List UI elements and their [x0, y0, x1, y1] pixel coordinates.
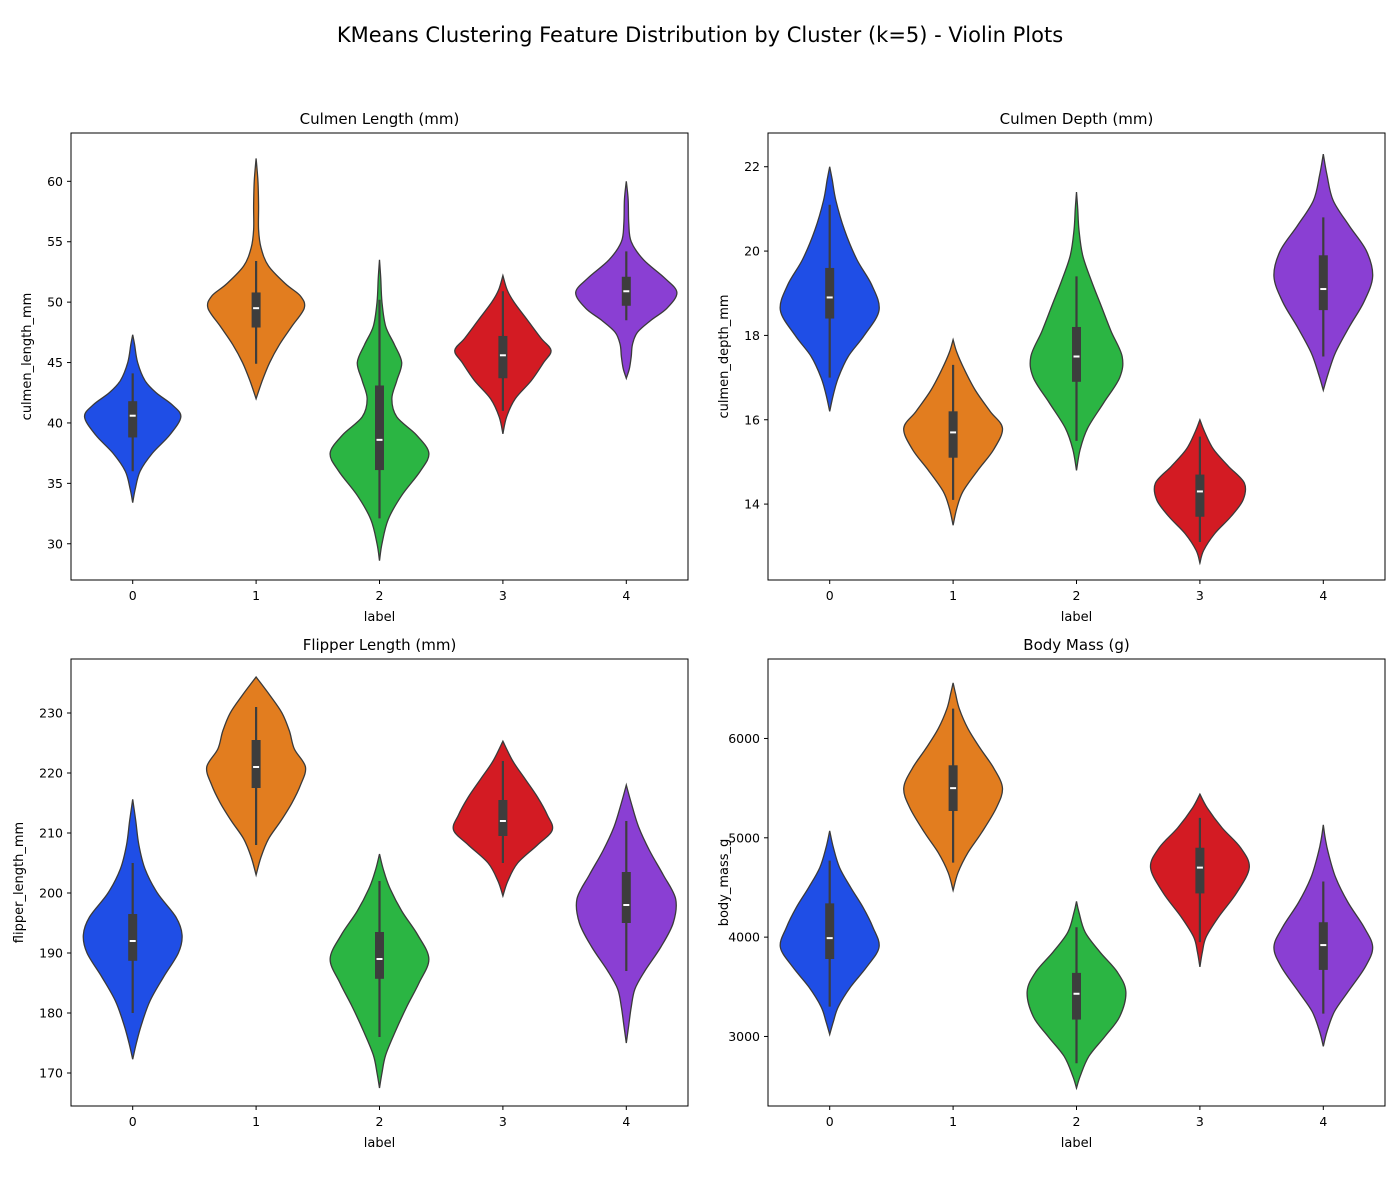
y-tick-label: 16	[744, 412, 760, 427]
subplot-title: Body Mass (g)	[1023, 636, 1129, 654]
x-tick-label: 4	[622, 1114, 630, 1129]
violin-cluster-3	[1153, 417, 1247, 566]
y-tick-label: 220	[39, 766, 63, 781]
y-tick-label: 190	[39, 946, 63, 961]
y-axis-label: culmen_depth_mm	[717, 294, 732, 418]
violin-cluster-2	[329, 259, 430, 561]
subplot-4: Body Mass (g) 0 1 2 3 4 3000 4000 5000 6000 label b…	[717, 636, 1386, 1151]
figure-suptitle: KMeans Clustering Feature Distribution b…	[337, 23, 1063, 47]
violin-cluster-3	[454, 273, 552, 434]
y-tick-label: 6000	[728, 731, 760, 746]
x-tick-label: 4	[1319, 1114, 1327, 1129]
violin-iqr-box	[375, 932, 384, 979]
violin-iqr-box	[498, 800, 508, 836]
x-tick-label: 3	[1196, 588, 1204, 603]
x-axis-label: label	[364, 1136, 395, 1151]
y-axis-label: flipper_length_mm	[12, 822, 27, 943]
x-axis-label: label	[1061, 610, 1092, 625]
x-tick-label: 0	[129, 1114, 137, 1129]
violin-cluster-1	[903, 337, 1004, 526]
violin-cluster-0	[82, 799, 183, 1060]
violin-iqr-box	[128, 914, 138, 961]
violin-cluster-0	[779, 830, 880, 1037]
violin-cluster-1	[903, 682, 1004, 893]
y-tick-label: 4000	[728, 930, 760, 945]
x-tick-label: 1	[949, 588, 957, 603]
y-tick-label: 50	[47, 295, 63, 310]
violin-iqr-box	[1195, 474, 1205, 517]
violin-cluster-0	[83, 334, 182, 503]
y-tick-label: 180	[39, 1006, 63, 1021]
x-tick-label: 3	[499, 588, 507, 603]
x-tick-label: 2	[1073, 1114, 1081, 1129]
y-axis-label: body_mass_g	[717, 839, 732, 927]
violin-cluster-1	[205, 675, 307, 878]
y-tick-label: 35	[47, 476, 63, 491]
violin-cluster-4	[1273, 153, 1374, 393]
y-tick-label: 18	[744, 328, 760, 343]
violin-iqr-box	[251, 740, 261, 788]
violin-cluster-0	[779, 166, 880, 412]
violin-cluster-1	[206, 158, 306, 401]
x-tick-label: 4	[1319, 588, 1327, 603]
x-tick-label: 2	[1073, 588, 1081, 603]
violin-iqr-box	[251, 292, 261, 328]
violin-cluster-3	[1149, 792, 1250, 968]
x-axis-label: label	[1061, 1136, 1092, 1151]
y-tick-label: 40	[47, 415, 63, 430]
x-axis-label: label	[364, 610, 395, 625]
y-axis-label: culmen_length_mm	[20, 293, 35, 421]
violin-iqr-box	[498, 335, 508, 379]
y-tick-label: 55	[47, 234, 63, 249]
x-tick-label: 0	[826, 1114, 834, 1129]
y-tick-label: 3000	[728, 1029, 760, 1044]
y-tick-label: 170	[39, 1066, 63, 1081]
violin-cluster-2	[1029, 191, 1124, 471]
y-tick-label: 200	[39, 886, 63, 901]
x-tick-label: 1	[949, 1114, 957, 1129]
violin-iqr-box	[621, 872, 631, 923]
y-tick-label: 14	[744, 497, 760, 512]
subplot-title: Culmen Depth (mm)	[1000, 110, 1154, 128]
violin-iqr-box	[948, 411, 958, 458]
y-tick-label: 60	[47, 174, 63, 189]
y-tick-label: 5000	[728, 830, 760, 845]
x-tick-label: 4	[622, 588, 630, 603]
violin-cluster-4	[575, 181, 678, 381]
x-tick-label: 3	[1196, 1114, 1204, 1129]
x-tick-label: 0	[826, 588, 834, 603]
violin-cluster-4	[575, 782, 677, 1044]
violin-iqr-box	[128, 401, 138, 438]
violin-iqr-box	[375, 385, 384, 471]
subplot-title: Flipper Length (mm)	[303, 636, 457, 654]
x-tick-label: 0	[129, 588, 137, 603]
x-tick-label: 2	[376, 588, 384, 603]
x-tick-label: 3	[499, 1114, 507, 1129]
violin-iqr-box	[1072, 326, 1081, 382]
subplot-1: Culmen Length (mm) 0 1 2 3 4 30 35 40 45 50 55 60 lab…	[20, 110, 689, 625]
x-tick-label: 2	[376, 1114, 384, 1129]
y-tick-label: 20	[744, 244, 760, 259]
violin-cluster-3	[452, 739, 554, 899]
violin-iqr-box	[1318, 255, 1328, 311]
subplot-title: Culmen Length (mm)	[300, 110, 460, 128]
violin-iqr-box	[1072, 972, 1081, 1020]
violin-cluster-2	[1026, 901, 1127, 1091]
violin-iqr-box	[1195, 847, 1205, 894]
violin-cluster-4	[1273, 824, 1374, 1047]
y-tick-label: 22	[744, 159, 760, 174]
y-tick-label: 45	[47, 355, 63, 370]
x-tick-label: 1	[252, 1114, 260, 1129]
subplot-3: Flipper Length (mm) 0 1 2 3 4 170 180 190 200 210 2…	[12, 636, 689, 1151]
violin-iqr-box	[825, 267, 835, 319]
y-tick-label: 210	[39, 826, 63, 841]
x-tick-label: 1	[252, 588, 260, 603]
violin-cluster-2	[329, 853, 430, 1089]
y-tick-label: 230	[39, 706, 63, 721]
violin-iqr-box	[825, 903, 835, 959]
y-tick-label: 30	[47, 536, 63, 551]
subplot-2: Culmen Depth (mm) 0 1 2 3 4 14 16 18 20 22 label cul…	[717, 110, 1386, 625]
